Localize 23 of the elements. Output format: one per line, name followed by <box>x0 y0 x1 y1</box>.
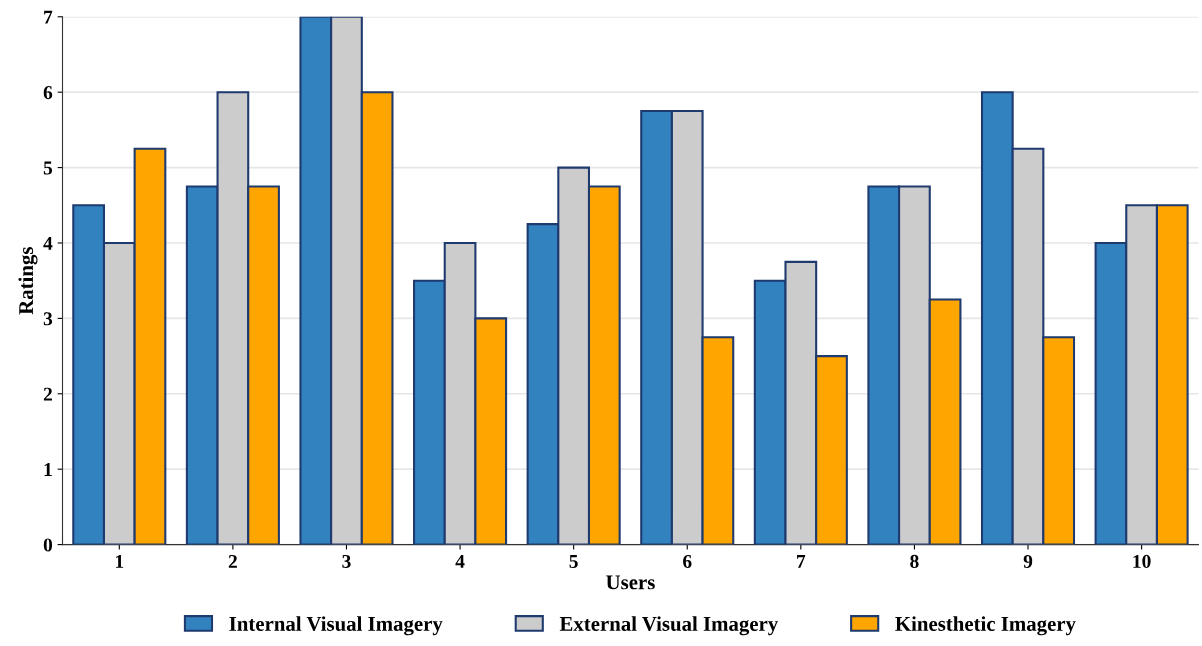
y-tick-label: 1 <box>44 463 52 476</box>
x-tick-label: 5 <box>569 555 578 568</box>
x-tick-label: 3 <box>342 554 351 568</box>
y-tick-label: 4 <box>43 236 53 250</box>
y-tick-label: 2 <box>43 387 52 401</box>
y-tick-label: 3 <box>43 312 53 326</box>
y-axis-title: Ratings <box>18 247 38 315</box>
x-tick-label: 2 <box>228 554 237 568</box>
y-tick-label: 7 <box>44 10 53 24</box>
y-tick-label: 0 <box>43 538 53 552</box>
x-tick-label: 1 <box>116 554 124 568</box>
legend-label: Kinesthetic Imagery <box>895 616 1076 636</box>
x-tick-label: 10 <box>1133 554 1151 568</box>
legend-label: Internal Visual Imagery <box>229 616 443 636</box>
x-tick-label: 4 <box>455 554 465 568</box>
x-tick-label: 7 <box>797 555 806 568</box>
y-tick-label: 6 <box>43 86 53 100</box>
x-axis-title: Users <box>606 575 655 590</box>
x-tick-label: 8 <box>910 554 919 568</box>
x-tick-label: 6 <box>683 554 692 568</box>
legend-label: External Visual Imagery <box>559 616 779 636</box>
x-tick-label: 9 <box>1023 554 1033 568</box>
y-tick-label: 5 <box>43 161 53 175</box>
